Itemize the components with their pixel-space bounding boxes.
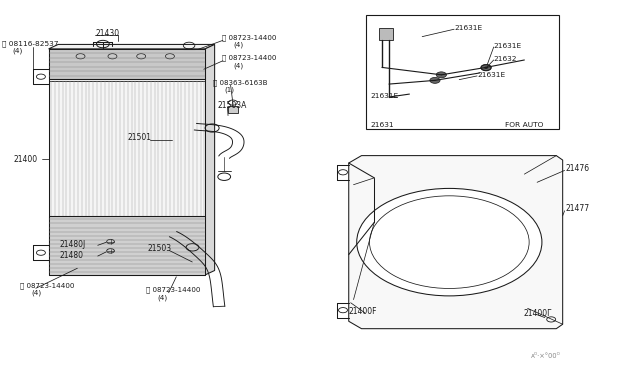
Text: 21400: 21400: [13, 155, 38, 164]
Text: 21503A: 21503A: [218, 101, 247, 110]
Text: 21480J: 21480J: [60, 240, 86, 249]
Text: 21631: 21631: [371, 122, 394, 128]
Polygon shape: [49, 44, 214, 49]
Text: FOR AUTO: FOR AUTO: [505, 122, 543, 128]
Text: 21476: 21476: [566, 164, 590, 173]
Polygon shape: [49, 49, 205, 78]
Text: 21631E: 21631E: [371, 93, 399, 99]
Text: (4): (4): [233, 62, 243, 69]
Circle shape: [484, 67, 488, 69]
Text: 21480: 21480: [60, 251, 83, 260]
Text: 21477: 21477: [566, 205, 590, 214]
Circle shape: [356, 188, 542, 296]
Text: (1): (1): [224, 86, 234, 93]
Text: Ⓔ 08723-14400: Ⓔ 08723-14400: [147, 287, 201, 294]
Text: 21631E: 21631E: [454, 25, 482, 31]
Text: 21632: 21632: [493, 56, 517, 62]
Text: 21400F: 21400F: [349, 307, 377, 316]
Text: 21631E: 21631E: [477, 72, 505, 78]
Circle shape: [430, 77, 440, 83]
Text: (4): (4): [12, 48, 22, 54]
Text: ᴀᴼ·×°00ᴼ: ᴀᴼ·×°00ᴼ: [531, 353, 561, 359]
Text: 21631E: 21631E: [493, 43, 522, 49]
Text: (4): (4): [158, 294, 168, 301]
Polygon shape: [349, 155, 563, 329]
Text: Ⓑ 08116-82537: Ⓑ 08116-82537: [2, 40, 58, 46]
Text: 21501: 21501: [127, 133, 151, 142]
Bar: [228, 106, 237, 113]
Text: (4): (4): [233, 42, 243, 48]
Text: Ⓢ 08363-6163B: Ⓢ 08363-6163B: [213, 79, 268, 86]
Bar: [380, 29, 394, 39]
Polygon shape: [49, 49, 205, 275]
Text: Ⓔ 08723-14400: Ⓔ 08723-14400: [222, 55, 276, 61]
Text: (4): (4): [31, 289, 42, 296]
Polygon shape: [49, 216, 205, 275]
Text: Ⓔ 08723-14400: Ⓔ 08723-14400: [222, 35, 276, 41]
Text: 21400Γ: 21400Γ: [523, 309, 552, 318]
Circle shape: [481, 64, 491, 70]
Text: 21503: 21503: [148, 244, 172, 253]
Text: Ⓔ 08723-14400: Ⓔ 08723-14400: [20, 282, 74, 289]
Polygon shape: [205, 44, 214, 275]
Bar: [366, 15, 559, 129]
Circle shape: [436, 72, 447, 78]
Text: 21430: 21430: [95, 29, 119, 38]
